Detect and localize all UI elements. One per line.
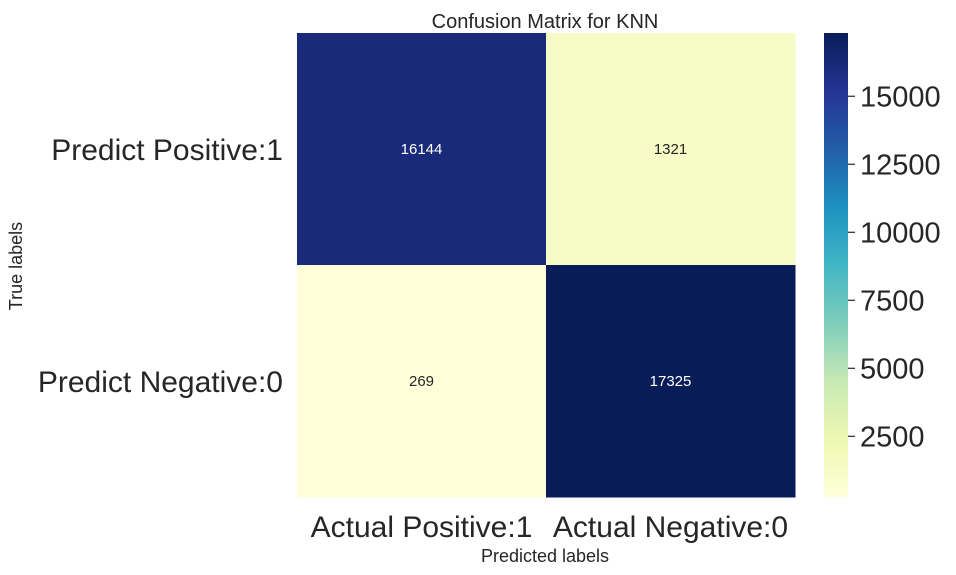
heatmap-cell — [546, 33, 796, 266]
x-axis-label: Predicted labels — [481, 546, 609, 566]
heatmap-cells — [297, 33, 796, 498]
x-tick-label: Actual Positive:1 — [311, 511, 533, 544]
colorbar-tick-label: 5000 — [860, 353, 925, 385]
colorbar-tick-label: 12500 — [860, 149, 941, 181]
x-tick-label: Actual Negative:0 — [553, 511, 788, 544]
colorbar-tick-label: 2500 — [860, 421, 925, 453]
cell-value-label: 16144 — [401, 141, 443, 158]
y-tick-labels: Predict Positive:1 Predict Negative:0 — [38, 134, 283, 399]
colorbar-tick-label: 7500 — [860, 285, 925, 317]
heatmap-cell — [297, 265, 547, 498]
colorbar-tick-label: 10000 — [860, 217, 941, 249]
heatmap-cell — [297, 33, 547, 266]
colorbar-tick-label: 15000 — [860, 81, 941, 113]
cell-value-label: 1321 — [654, 141, 687, 158]
chart-title: Confusion Matrix for KNN — [432, 11, 659, 33]
colorbar — [824, 33, 848, 497]
x-tick-labels: Actual Positive:1 Actual Negative:0 — [311, 511, 788, 544]
colorbar-ticks: 2500 5000 7500 10000 12500 15000 — [848, 81, 941, 453]
heatmap-cell-labels: 16144 1321 269 17325 — [401, 141, 692, 390]
y-tick-label: Predict Negative:0 — [38, 366, 283, 399]
y-tick-label: Predict Positive:1 — [51, 134, 283, 167]
cell-value-label: 17325 — [650, 373, 692, 390]
y-axis-label: True labels — [6, 222, 26, 310]
cell-value-label: 269 — [409, 373, 434, 390]
heatmap-cell — [546, 265, 796, 498]
